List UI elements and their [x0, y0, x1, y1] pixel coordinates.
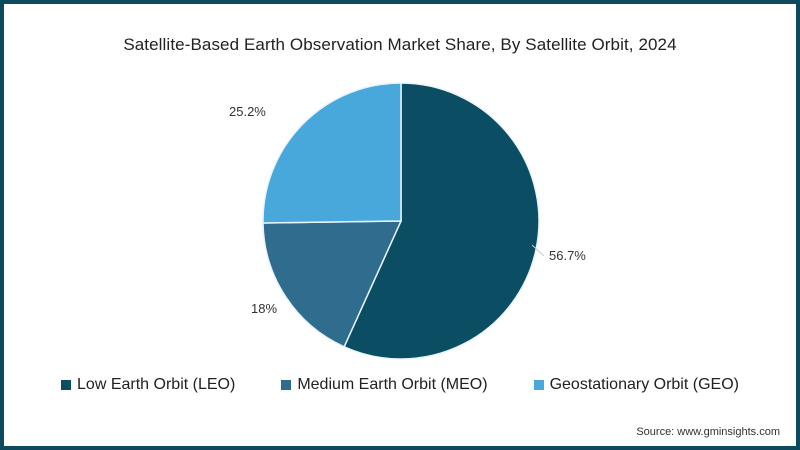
pie-slice-geo [262, 82, 402, 224]
source-note: Source: www.gminsights.com [636, 426, 780, 438]
pie-slice-leo [343, 82, 540, 360]
chart-legend: Low Earth Orbit (LEO) Medium Earth Orbit… [0, 376, 800, 394]
legend-label-meo: Medium Earth Orbit (MEO) [297, 376, 488, 393]
legend-item-meo: Medium Earth Orbit (MEO) [281, 376, 488, 394]
slice-label-leo: 56.7% [549, 248, 586, 263]
chart-title: Satellite-Based Earth Observation Market… [123, 35, 677, 54]
slice-label-geo: 25.2% [229, 104, 266, 119]
legend-label-geo: Geostationary Orbit (GEO) [549, 376, 739, 393]
legend-item-geo: Geostationary Orbit (GEO) [533, 376, 739, 394]
pie-slice-meo [262, 220, 403, 348]
legend-swatch-leo [61, 380, 72, 390]
legend-swatch-geo [533, 380, 544, 390]
legend-swatch-meo [281, 380, 292, 390]
leo-leader-line [531, 244, 545, 257]
legend-label-leo: Low Earth Orbit (LEO) [77, 376, 236, 393]
legend-item-leo: Low Earth Orbit (LEO) [61, 376, 235, 394]
slice-label-meo: 18% [251, 301, 278, 316]
